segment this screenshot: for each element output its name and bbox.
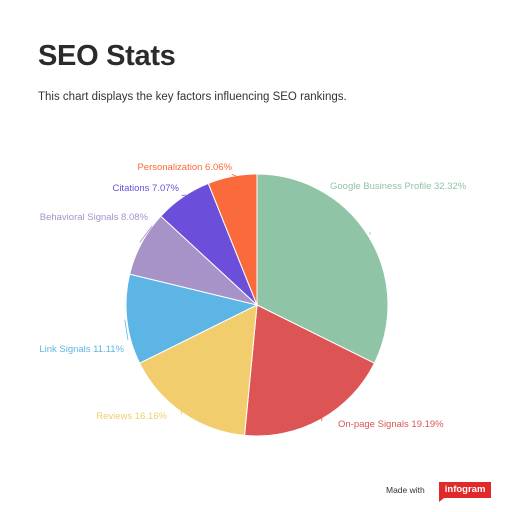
pie-slice-google-business-profile[interactable] [256,173,389,364]
infogram-logo[interactable]: infogram [438,481,492,502]
chart-title: SEO Stats [38,40,176,72]
slice-label-link-signals: Link Signals 11.11% [39,344,124,355]
footer-credit[interactable]: Made with infogram [386,481,492,502]
infogram-logo-text: infogram [444,483,486,495]
leader-line-reviews [179,405,182,415]
leader-line-citations [181,194,187,196]
slice-label-behavioral-signals: Behavioral Signals 8.08% [40,212,149,223]
slice-label-citations: Citations 7.07% [112,183,179,194]
pie-slice-personalization[interactable] [207,173,258,306]
chart-subtitle: This chart displays the key factors infl… [38,91,347,103]
logo-tail-shape [438,497,444,502]
slice-label-personalization: Personalization 6.06% [137,162,232,173]
leader-line-behavioral-signals [139,225,153,243]
pie-slice-link-signals[interactable] [125,273,259,364]
slice-label-google-business-profile: Google Business Profile 32.32% [330,181,467,192]
leader-line-personalization [231,174,237,177]
slice-label-reviews: Reviews 16.16% [96,411,167,422]
pie-slice-on-page-signals[interactable] [244,304,376,437]
pie-slice-reviews[interactable] [138,304,258,436]
made-with-text: Made with [386,484,425,495]
leader-line-link-signals [124,319,129,341]
slice-label-on-page-signals: On-page Signals 19.19% [338,419,444,430]
